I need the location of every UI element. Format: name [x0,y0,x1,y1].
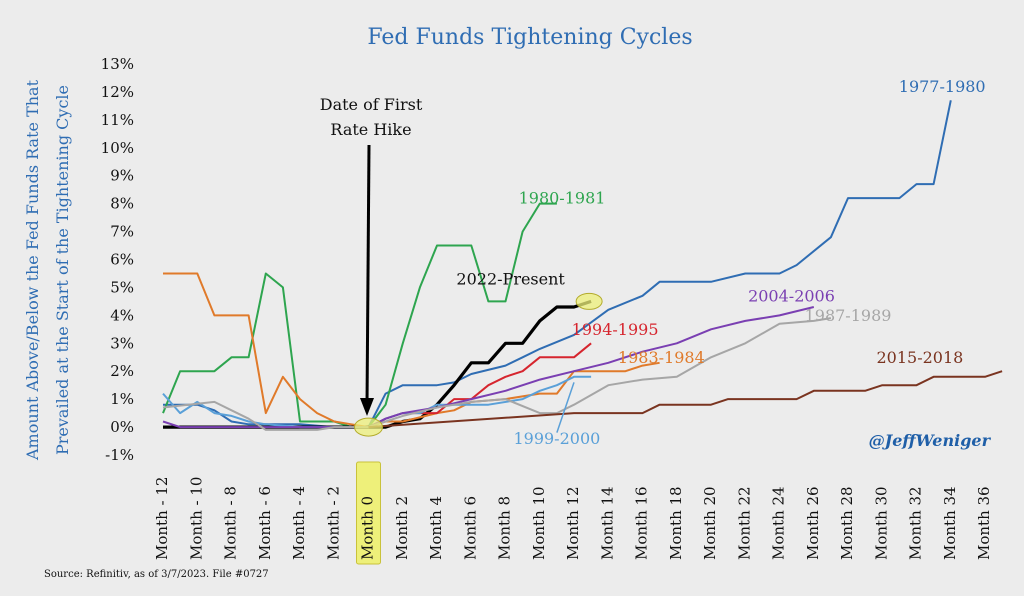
x-tick-label: Month 2 [393,496,411,560]
x-tick-label: Month 20 [701,486,719,560]
y-tick-label: 2% [110,362,134,380]
x-tick-label: Month - 2 [324,486,342,560]
y-tick-label: 12% [101,83,134,101]
jeff-weniger-handle: @JeffWeniger [869,431,992,450]
series-line-1977-1980 [163,100,952,429]
x-tick-label: Month 12 [564,486,582,560]
x-tick-label: Month 14 [598,486,616,560]
x-tick-label: Month - 4 [290,486,308,560]
origin-highlight [354,417,383,437]
y-tick-label: 7% [110,223,134,241]
x-tick-label: Month 26 [804,486,822,560]
x-tick-label: Month 0 [359,496,377,560]
series-label-1994-1995: 1994-1995 [572,320,659,339]
series-label-2004-2006: 2004-2006 [748,286,835,305]
source-note: Source: Refinitiv, as of 3/7/2023. File … [44,569,269,580]
x-tick-label: Month 24 [770,486,788,560]
x-ticks: Month - 12 Month - 10 Month - 8 Month - 6 Mo… [153,461,993,565]
series-labels: 1977-19801980-19812022-Present2004-20061… [456,77,985,448]
x-tick-label: Month 22 [735,486,753,560]
y-tick-label: 13% [101,55,134,73]
series-line-2015-2018 [368,370,1003,429]
series-lines [162,100,1003,437]
y-tick-label: -1% [105,446,134,464]
y-axis-label-line-2: Prevailed at the Start of the Tightening… [53,85,72,455]
y-tick-label: 8% [110,195,134,213]
series-label-2015-2018: 2015-2018 [877,348,964,367]
x-tick-label: Month 30 [872,486,890,560]
x-tick-label: Month 32 [907,486,925,560]
y-ticks: -1% 0% 1% 2% 3% 4% 5% 6% 7% 8% 9% 10% 11% 12% 13% [101,55,134,464]
y-axis-label-2: Prevailed at the Start of the Tightening… [53,85,72,455]
series-line-2004-2006 [162,306,815,429]
y-tick-label: 10% [101,139,134,157]
series-label-1983-1984: 1983-1984 [618,348,705,367]
series-label-1977-1980: 1977-1980 [899,77,986,96]
y-tick-label: 6% [110,251,134,269]
annotation-line-1: Date of First [320,95,423,114]
annotation-arrowhead [360,398,374,416]
y-tick-label: 1% [110,390,134,408]
y-tick-label: 5% [110,278,134,296]
y-tick-label: 11% [101,111,134,129]
x-tick-label: Month 16 [633,486,651,560]
annotation-line-2: Rate Hike [330,120,411,139]
series-label-1999-2000: 1999-2000 [513,429,600,448]
x-tick-label: Month 34 [941,486,959,560]
series-label-1980-1981: 1980-1981 [519,189,606,208]
x-tick-label: Month 6 [461,496,479,560]
x-tick-label: Month 8 [496,496,514,560]
highlight-month-0-box [356,461,381,565]
x-tick-label: Month 18 [667,486,685,560]
x-tick-label: Month - 12 [153,477,171,560]
chart-title: Fed Funds Tightening Cycles [367,25,692,50]
y-tick-label: 3% [110,334,134,352]
label-arrow-1999-2000 [556,382,575,433]
x-tick-label: Month - 10 [187,477,205,560]
latest-highlight [575,292,603,310]
y-tick-label: 4% [110,306,134,324]
series-label-1987-1989: 1987-1989 [805,306,892,325]
annotation-arrow [365,144,371,406]
x-tick-label: Month 10 [530,486,548,560]
y-tick-label: 9% [110,167,134,185]
x-tick-label: Month - 6 [256,486,274,560]
y-axis-label: Amount Above/Below the Fed Funds Rate Th… [23,79,42,461]
x-tick-label: Month 4 [427,496,445,560]
x-tick-label: Month 36 [975,486,993,560]
series-line-1987-1989 [162,317,832,431]
x-tick-label: Month 28 [838,486,856,560]
annotation: Date of First Rate Hike [320,95,423,416]
y-axis-label-line-1: Amount Above/Below the Fed Funds Rate Th… [23,79,42,461]
y-tick-label: 0% [110,418,134,436]
x-tick-label: Month - 8 [222,486,240,560]
series-label-2022-present: 2022-Present [456,270,565,289]
